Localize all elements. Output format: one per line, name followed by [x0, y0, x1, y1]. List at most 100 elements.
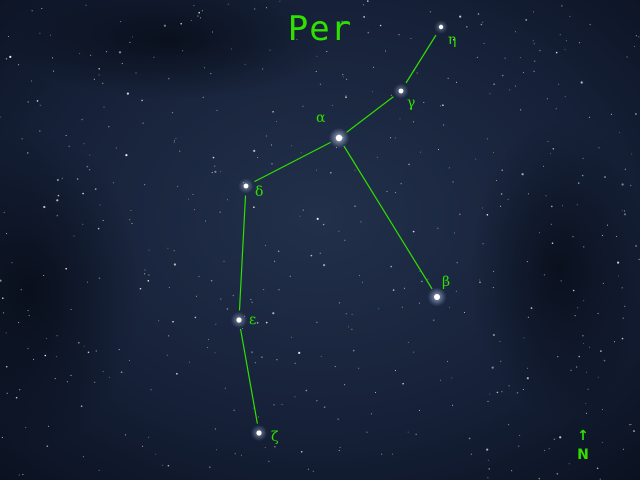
background-star [412, 121, 414, 123]
background-star [585, 403, 587, 404]
background-star [257, 157, 259, 158]
background-star [429, 11, 431, 13]
background-star [316, 321, 318, 323]
background-star [209, 466, 211, 469]
background-star [543, 165, 545, 167]
background-star [539, 49, 541, 52]
star-delta [238, 178, 254, 194]
background-star [118, 349, 120, 351]
background-star [638, 258, 640, 260]
background-star [519, 434, 521, 436]
star-alpha [328, 127, 350, 149]
star-label-epsilon: ε [249, 312, 256, 328]
constellation-figure-lines [238, 34, 437, 424]
background-star [50, 34, 51, 36]
background-star [253, 149, 256, 152]
background-star [447, 360, 448, 362]
background-star [402, 382, 404, 385]
background-star [489, 393, 491, 395]
background-star [360, 221, 362, 223]
background-star [299, 215, 301, 217]
background-star [344, 384, 346, 386]
background-star [87, 351, 90, 354]
background-star [271, 163, 273, 165]
background-star [261, 356, 263, 359]
figure-line-epsilon-zeta [240, 329, 258, 424]
background-star [98, 277, 101, 280]
background-star [171, 112, 173, 114]
background-star [633, 430, 635, 432]
background-star [257, 416, 259, 418]
dark-nebula-top [10, 0, 330, 100]
background-star [68, 145, 70, 147]
background-star [94, 381, 96, 383]
background-star [635, 245, 637, 247]
background-star [167, 77, 170, 80]
background-star [538, 477, 541, 480]
background-star [451, 377, 453, 379]
background-star [108, 376, 110, 378]
background-star [0, 279, 2, 282]
background-star [139, 287, 142, 290]
background-star [588, 346, 590, 348]
background-star [546, 98, 548, 100]
background-star [210, 73, 212, 75]
background-star [443, 124, 445, 126]
background-star [410, 38, 412, 39]
background-star [491, 366, 494, 369]
background-star [147, 280, 150, 282]
background-star [27, 348, 29, 350]
background-star [214, 165, 216, 167]
background-star [226, 308, 229, 310]
background-star [231, 48, 233, 50]
background-star [273, 404, 275, 406]
background-star [334, 366, 336, 368]
background-star [197, 15, 199, 17]
background-star [43, 275, 45, 276]
background-star [323, 264, 326, 267]
background-star [234, 453, 236, 455]
background-star [407, 341, 409, 343]
background-star [597, 376, 599, 378]
background-star [487, 400, 489, 402]
background-star [97, 227, 100, 230]
background-star [470, 453, 472, 455]
background-star [501, 169, 504, 171]
background-star [128, 359, 130, 361]
star-core [256, 430, 262, 436]
background-star [638, 36, 640, 38]
background-star [376, 156, 378, 158]
background-star [488, 468, 491, 470]
background-star [45, 338, 47, 339]
background-star [201, 10, 203, 12]
background-star [459, 213, 461, 216]
background-star [492, 287, 494, 289]
background-star [11, 262, 13, 264]
background-star [36, 100, 39, 102]
background-star [392, 289, 395, 291]
background-star [251, 351, 253, 353]
background-star [351, 328, 353, 330]
background-star [274, 260, 276, 262]
background-star [337, 418, 339, 420]
background-star [57, 194, 60, 197]
north-indicator: ↑ N [577, 428, 589, 463]
background-star [466, 26, 468, 28]
background-star [82, 223, 84, 225]
background-star [516, 392, 519, 394]
background-star [53, 70, 54, 72]
background-star [381, 453, 383, 455]
background-star [568, 463, 570, 465]
background-star [346, 78, 348, 80]
background-star [78, 341, 80, 344]
background-star [407, 431, 409, 433]
background-star [354, 205, 356, 207]
background-star [294, 396, 296, 398]
background-star [73, 235, 75, 237]
background-star [41, 8, 43, 9]
background-star [463, 312, 465, 313]
background-star [630, 424, 632, 426]
background-star [572, 289, 575, 292]
background-star [316, 400, 318, 402]
background-star [445, 282, 447, 284]
